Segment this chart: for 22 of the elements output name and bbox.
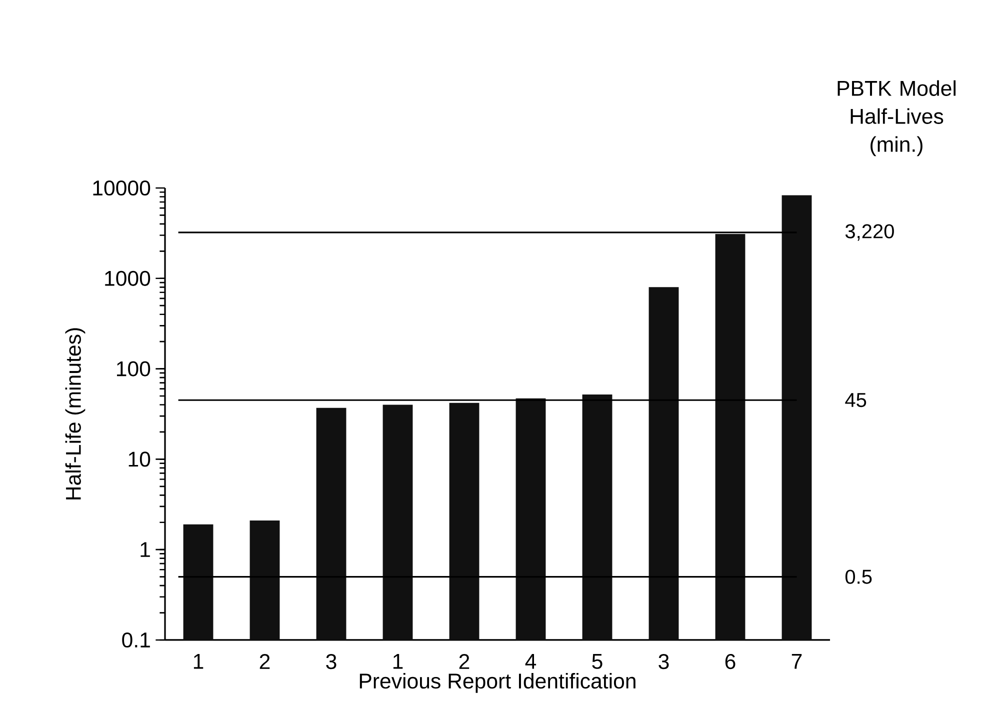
x-tick-label: 3 <box>658 654 669 670</box>
x-axis-title: Previous Report Identification <box>360 672 636 693</box>
y-tick-label: 1000 <box>105 270 150 286</box>
x-tick-label: 3 <box>326 654 336 670</box>
x-tick-label: 1 <box>393 654 403 669</box>
text: PBTK Model Half-Lives (min.) <box>838 80 956 156</box>
x-tick-label: 5 <box>592 654 602 669</box>
x-tick-label: 2 <box>260 654 270 669</box>
y-tick-label: 10000 <box>93 180 150 196</box>
y-tick-label: 1 <box>140 542 150 557</box>
ref-line-label: 3,220 <box>845 224 894 241</box>
x-tick-label: 2 <box>459 654 470 669</box>
ref-line-label: 45 <box>845 393 866 408</box>
y-tick-label: 100 <box>117 361 150 376</box>
x-tick-label: 6 <box>725 654 736 670</box>
x-tick-label: 1 <box>194 654 204 669</box>
y-tick-label: 0.1 <box>122 632 150 648</box>
y-tick-label: 10 <box>128 452 150 467</box>
ref-line-label: 0.5 <box>845 570 872 584</box>
x-tick-label: 7 <box>792 654 802 669</box>
y-axis-title: Half-Life (minutes) <box>65 328 86 500</box>
x-tick-label: 4 <box>525 654 536 669</box>
